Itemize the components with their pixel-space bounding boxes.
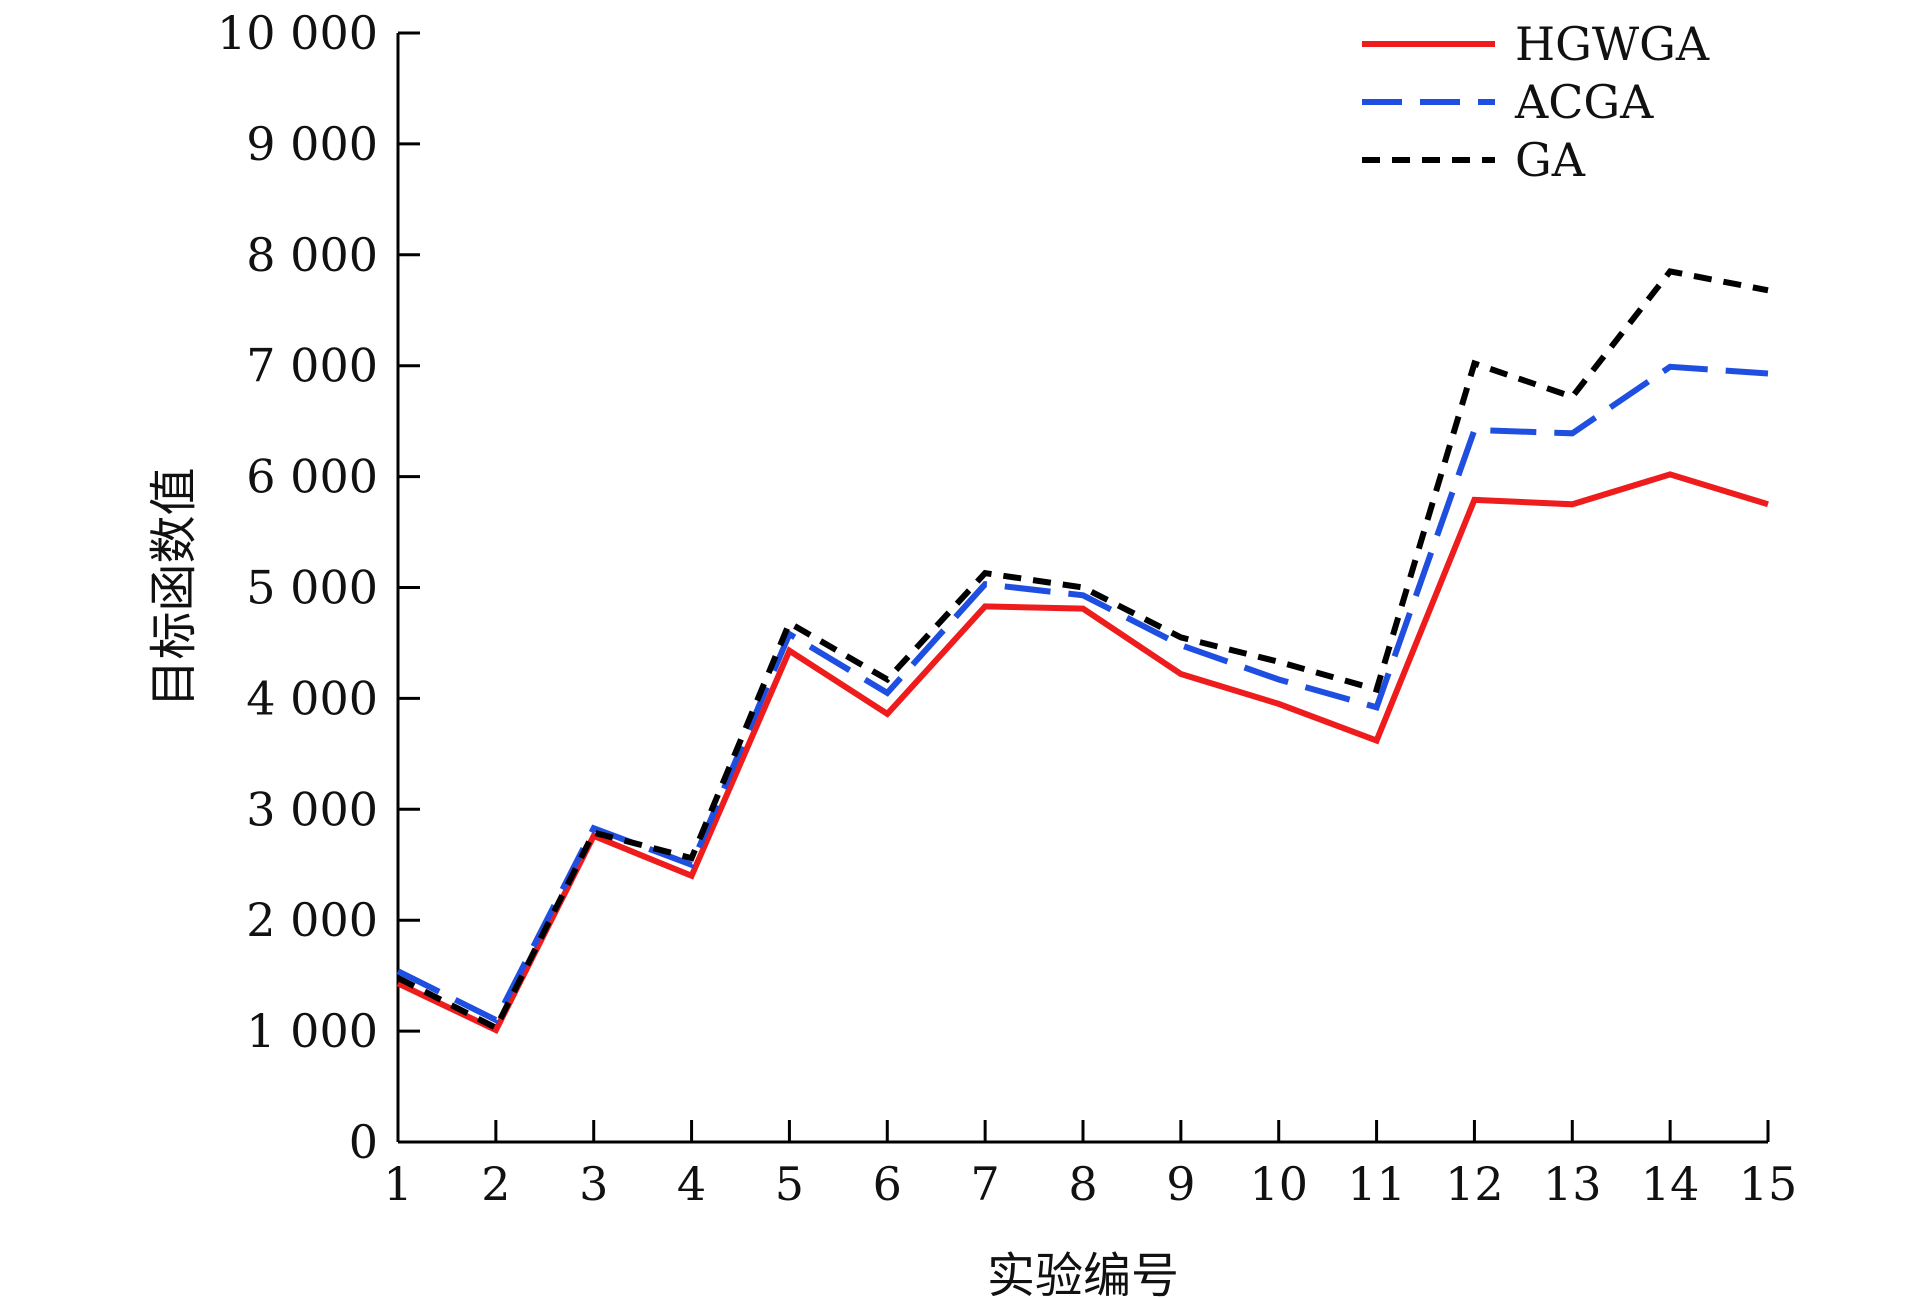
legend-label: ACGA — [1514, 75, 1654, 129]
x-tick-label: 6 — [873, 1157, 902, 1211]
y-ticks: 0 1 000 2 000 3 000 4 000 5 000 6 000 7 000 8 00… — [217, 6, 420, 1169]
x-tick-label: 11 — [1347, 1157, 1406, 1211]
y-tick-label: 0 — [349, 1115, 378, 1169]
series-line-hgwga — [396, 471, 1769, 1034]
series-lines — [396, 268, 1769, 1034]
y-tick-label: 8 000 — [246, 228, 378, 282]
legend-label: GA — [1515, 133, 1586, 187]
legend-label: HGWGA — [1515, 17, 1710, 71]
x-tick-label: 3 — [579, 1157, 608, 1211]
x-tick-label: 15 — [1739, 1157, 1798, 1211]
y-tick-label: 3 000 — [246, 782, 378, 836]
x-tick-label: 12 — [1445, 1157, 1504, 1211]
x-tick-label: 10 — [1249, 1157, 1308, 1211]
x-ticks: 1 2 3 4 5 6 7 8 9 10 11 12 13 14 15 — [383, 1120, 1797, 1211]
y-axis-label: 目标函数值 — [146, 467, 202, 707]
x-axis-label: 实验编号 — [987, 1248, 1179, 1299]
y-tick-label: 9 000 — [246, 117, 378, 171]
x-tick-label: 4 — [677, 1157, 706, 1211]
x-tick-label: 13 — [1543, 1157, 1602, 1211]
y-tick-label: 1 000 — [246, 1004, 378, 1058]
x-tick-label: 7 — [971, 1157, 1000, 1211]
y-tick-label: 2 000 — [246, 893, 378, 947]
x-tick-label: 5 — [775, 1157, 804, 1211]
x-tick-label: 2 — [481, 1157, 510, 1211]
series-line-acga — [396, 363, 1769, 1025]
y-tick-label: 5 000 — [246, 561, 378, 615]
y-tick-label: 6 000 — [246, 450, 378, 504]
y-tick-label: 7 000 — [246, 339, 378, 393]
x-tick-label: 9 — [1166, 1157, 1195, 1211]
series-line-ga — [396, 268, 1769, 1032]
x-tick-label: 1 — [383, 1157, 412, 1211]
y-tick-label: 10 000 — [217, 6, 378, 60]
x-tick-label: 8 — [1068, 1157, 1097, 1211]
axes — [396, 33, 1768, 1144]
y-tick-label: 4 000 — [246, 671, 378, 725]
x-tick-label: 14 — [1641, 1157, 1700, 1211]
